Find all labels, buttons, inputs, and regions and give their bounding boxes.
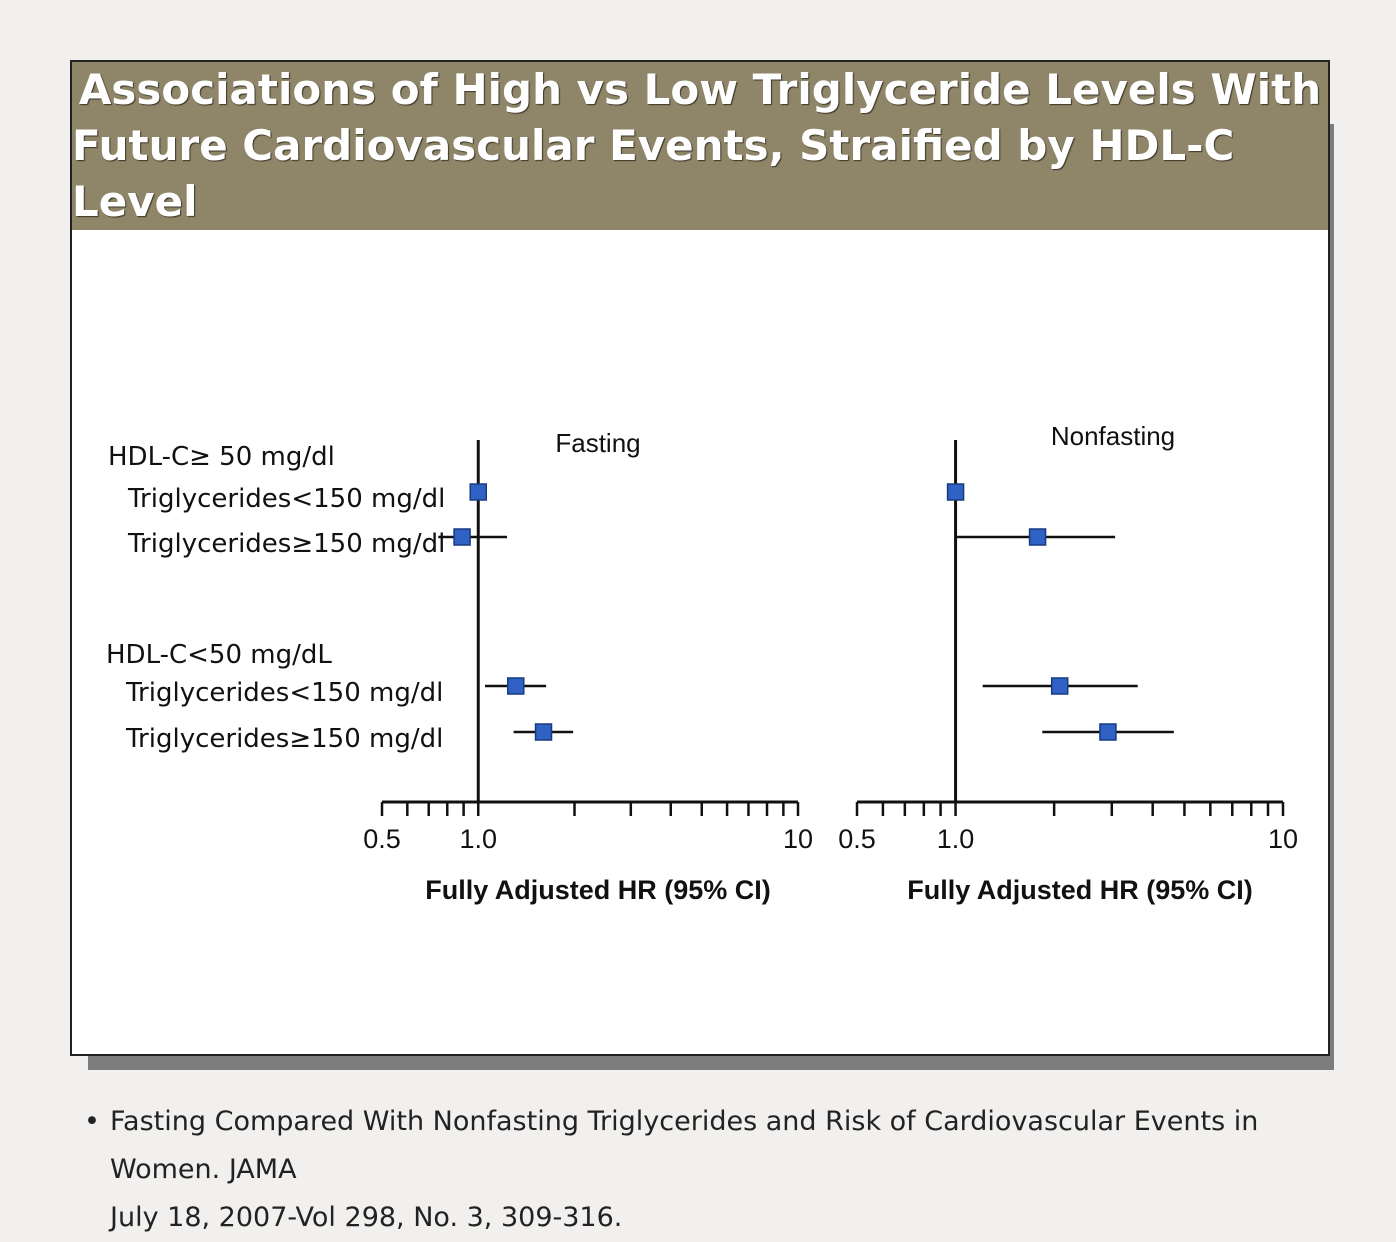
hr-marker	[946, 483, 965, 501]
hr-marker	[507, 677, 525, 695]
x-tick-label: 1.0	[937, 824, 975, 854]
citation-line-1: Fasting Compared With Nonfasting Triglyc…	[110, 1106, 1259, 1185]
row-label: Triglycerides<150 mg/dl	[125, 678, 443, 708]
x-tick-label: 0.5	[838, 824, 876, 854]
row-label: Triglycerides<150 mg/dl	[127, 484, 445, 514]
forest-plot: HDL-C≥ 50 mg/dl Triglycerides<150 mg/dl Tr…	[106, 421, 1298, 905]
row-label: Triglycerides≥150 mg/dl	[125, 724, 443, 754]
x-axis-label: Fully Adjusted HR (95% CI)	[907, 875, 1253, 905]
figure-panel: Associations of High vs Low Triglyceride…	[70, 60, 1330, 1056]
x-tick-label: 1.0	[459, 824, 497, 854]
hr-marker	[1099, 723, 1117, 741]
title-line-1: Associations of High vs Low Triglyceride…	[78, 65, 1322, 114]
x-tick-label: 10	[783, 824, 813, 854]
x-tick-label: 10	[1268, 824, 1298, 854]
group-label: HDL-C≥ 50 mg/dl	[108, 442, 335, 472]
hr-marker	[1050, 677, 1069, 695]
panel-title: Fasting	[555, 428, 640, 458]
panel-title: Nonfasting	[1051, 421, 1175, 451]
group-label: HDL-C<50 mg/dL	[106, 640, 332, 670]
hr-marker	[1028, 528, 1047, 546]
x-tick-label: 0.5	[363, 824, 401, 854]
title-banner: Associations of High vs Low Triglyceride…	[72, 62, 1328, 230]
hr-marker	[453, 528, 471, 546]
x-axis-label: Fully Adjusted HR (95% CI)	[425, 875, 771, 905]
citation: • Fasting Compared With Nonfasting Trigl…	[84, 1098, 1334, 1242]
row-label: Triglycerides≥150 mg/dl	[127, 529, 445, 559]
title-line-2: Future Cardiovascular Events, Straified …	[72, 121, 1235, 226]
citation-text: Fasting Compared With Nonfasting Triglyc…	[110, 1098, 1334, 1242]
hr-marker	[534, 723, 553, 741]
citation-line-2: July 18, 2007-Vol 298, No. 3, 309-316.	[110, 1202, 623, 1233]
hr-marker	[469, 483, 488, 501]
bullet: •	[84, 1106, 100, 1137]
